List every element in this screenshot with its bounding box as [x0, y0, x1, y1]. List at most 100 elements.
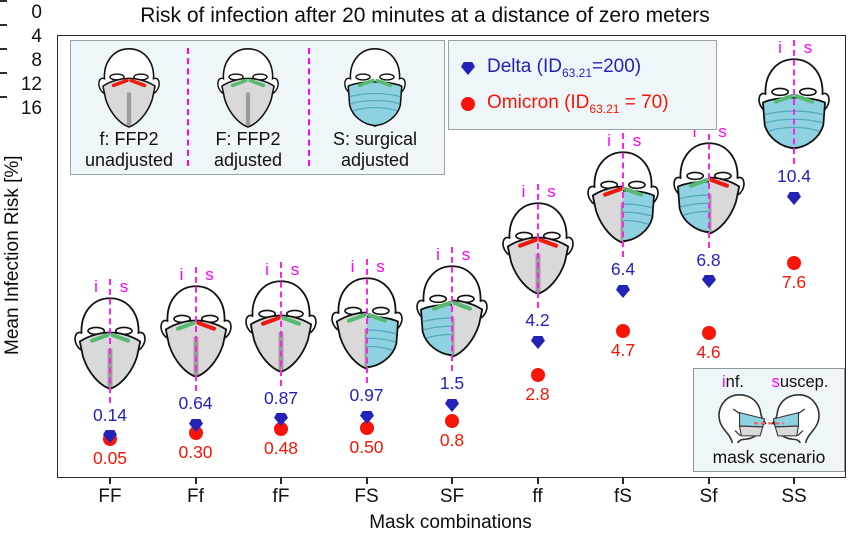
x-tick-label: fS — [614, 486, 632, 507]
x-tick-label: ff — [532, 486, 543, 507]
susceptible-side-letter: s — [632, 131, 642, 151]
infected-susceptible-divider-line — [194, 267, 197, 392]
mask-combination-face — [581, 149, 665, 251]
mask-combination-face — [496, 200, 580, 302]
omicron-value-label: 0.50 — [349, 437, 384, 458]
delta-data-point — [701, 275, 716, 289]
mask-legend-face — [212, 46, 284, 134]
mask-legend-line2: adjusted — [213, 150, 283, 170]
delta-data-point — [359, 410, 374, 424]
infected-side-letter: i — [607, 131, 611, 151]
infected-susceptible-divider-line — [365, 259, 368, 384]
delta-data-point — [616, 284, 630, 298]
mask-legend-item: S: surgical adjusted — [315, 41, 435, 174]
mask-legend-face — [339, 46, 411, 134]
delta-data-point — [445, 398, 459, 412]
chart-title: Risk of infection after 20 minutes at a … — [140, 4, 710, 27]
susceptible-side-letter: s — [803, 38, 813, 58]
omicron-data-point — [188, 426, 203, 441]
delta-value-label: 10.4 — [776, 166, 812, 187]
infected-side-letter: i — [692, 121, 697, 141]
infected-side-letter: i — [179, 265, 184, 285]
omicron-data-point — [274, 421, 288, 436]
infected-side-letter: i — [265, 259, 269, 279]
mask-combination-face — [68, 295, 152, 397]
y-tick-mark — [0, 48, 7, 50]
delta-value-label: 0.87 — [263, 387, 299, 408]
delta-data-point — [103, 430, 117, 444]
omicron-value-label: 0.05 — [92, 447, 128, 468]
omicron-value-label: 2.8 — [525, 383, 550, 404]
mask-legend-line1: S: surgical — [332, 129, 418, 149]
x-tick-label: Sf — [699, 486, 718, 507]
x-tick-label: Ff — [187, 486, 204, 507]
x-tick-label: SS — [781, 486, 807, 507]
y-tick-label: 4 — [31, 26, 42, 47]
infected-susceptible-divider-line — [280, 261, 282, 386]
y-tick-mark — [0, 24, 7, 26]
delta-value-label: 6.4 — [610, 259, 636, 280]
infected-susceptible-divider-line — [451, 247, 453, 372]
susceptible-side-letter: s — [376, 257, 385, 277]
mask-legend-line2: unadjusted — [84, 150, 174, 170]
infected-side-letter: i — [521, 182, 526, 202]
delta-value-label: 0.97 — [349, 385, 384, 406]
y-tick-mark — [0, 0, 7, 2]
x-tick-mark — [793, 477, 795, 484]
delta-value-label: 4.2 — [525, 310, 550, 331]
x-axis-label: Mask combinations — [369, 512, 532, 533]
omicron-data-point — [359, 421, 374, 436]
x-tick-mark — [707, 477, 710, 484]
infected-label: inf. — [721, 373, 745, 391]
delta-data-point — [188, 418, 203, 432]
delta-value-label: 1.5 — [439, 373, 465, 394]
delta-value-label: 0.14 — [92, 404, 128, 425]
legend-entry-omicron: Omicron (ID63.21 = 70) — [461, 89, 711, 119]
susceptible-label: suscep. — [771, 373, 829, 391]
susceptible-profile-head — [771, 393, 820, 444]
omicron-value-label: 4.7 — [610, 339, 636, 360]
legend-omicron-label: Omicron (ID63.21 = 70) — [487, 92, 669, 116]
mask-scenario-inset: inf. suscep. mask scenario — [693, 368, 845, 472]
x-tick-mark — [280, 477, 282, 484]
y-tick-mark — [0, 96, 7, 98]
y-tick-label: 8 — [31, 50, 42, 71]
infected-susceptible-divider-line — [536, 184, 539, 309]
mask-legend-item: F: FFP2 adjusted — [188, 41, 308, 174]
y-tick-label: 16 — [20, 98, 42, 119]
y-tick-label: 12 — [20, 74, 42, 95]
delta-data-point — [274, 413, 288, 427]
facing-profiles-illustration — [718, 393, 820, 444]
x-tick-label: FS — [354, 486, 379, 507]
delta-pentagon-icon — [461, 61, 475, 75]
infected-side-letter: i — [350, 257, 355, 277]
infected-side-letter: i — [436, 245, 440, 265]
x-tick-label: FF — [98, 486, 122, 507]
y-tick-label: 0 — [31, 2, 42, 23]
delta-value-label: 6.8 — [696, 249, 721, 270]
susceptible-side-letter: s — [461, 245, 471, 265]
omicron-value-label: 0.48 — [263, 437, 299, 458]
omicron-value-label: 0.30 — [178, 442, 213, 463]
delta-value-label: 0.64 — [178, 393, 213, 414]
infected-susceptible-divider-line — [707, 123, 710, 248]
infected-susceptible-divider-line — [793, 40, 795, 165]
x-tick-mark — [365, 477, 368, 484]
susceptible-side-letter: s — [718, 121, 727, 141]
delta-data-point — [787, 191, 801, 205]
omicron-data-point — [530, 367, 545, 382]
omicron-data-point — [616, 323, 630, 338]
x-tick-mark — [194, 477, 197, 484]
legend-entry-delta: Delta (ID63.21=200) — [461, 53, 711, 83]
susceptible-side-letter: s — [290, 259, 300, 279]
mask-legend-divider — [308, 48, 310, 166]
x-tick-mark — [536, 477, 539, 484]
omicron-data-point — [787, 256, 801, 271]
omicron-value-label: 4.6 — [696, 342, 721, 363]
x-tick-mark — [622, 477, 624, 484]
infected-side-letter: i — [778, 38, 782, 58]
infected-susceptible-divider-line — [622, 133, 624, 258]
delta-data-point — [530, 335, 545, 349]
susceptible-side-letter: s — [205, 265, 214, 285]
